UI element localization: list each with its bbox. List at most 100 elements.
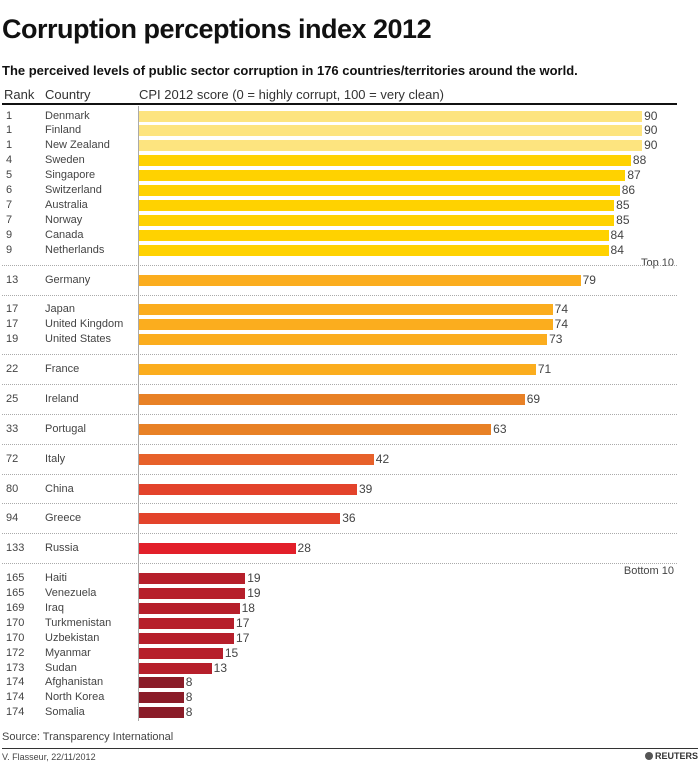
group-separator xyxy=(2,294,677,296)
table-row: 170 Uzbekistan 17 xyxy=(0,631,700,646)
score-bar xyxy=(139,453,374,465)
score-label: 17 xyxy=(236,615,250,630)
country-label: United Kingdom xyxy=(45,318,124,331)
score-header: CPI 2012 score (0 = highly corrupt, 100 … xyxy=(139,87,444,102)
footer-rule xyxy=(2,748,698,749)
table-row: 170 Turkmenistan 17 xyxy=(0,616,700,631)
rank-label: 169 xyxy=(6,601,25,614)
country-label: Finland xyxy=(45,124,82,137)
group-separator xyxy=(2,354,677,356)
reuters-logo-icon xyxy=(644,752,653,760)
score-label: 71 xyxy=(537,362,552,377)
table-row: 174 Afghanistan 8 xyxy=(0,675,700,690)
score-bar xyxy=(139,602,240,614)
score-bar xyxy=(139,214,615,226)
country-label: North Korea xyxy=(45,691,105,704)
table-row: 173 Sudan 13 xyxy=(0,661,700,676)
rank-label: 4 xyxy=(6,154,13,167)
rank-label: 94 xyxy=(6,512,19,525)
table-row: 1 Finland 90 xyxy=(0,123,700,138)
country-label: Australia xyxy=(45,199,88,212)
credit: V. Flasseur, 22/11/2012 xyxy=(2,752,96,762)
score-bar xyxy=(139,364,536,376)
country-label: Portugal xyxy=(45,422,86,435)
rank-label: 6 xyxy=(6,184,13,197)
table-row: 5 Singapore 87 xyxy=(0,168,700,183)
country-label: Singapore xyxy=(45,169,96,182)
table-row: 33 Portugal 63 xyxy=(0,422,700,437)
score-bar xyxy=(139,140,643,152)
country-label: New Zealand xyxy=(45,139,110,152)
score-bar xyxy=(139,692,184,704)
table-row: 13 Germany 79 xyxy=(0,273,700,288)
group-label-top: Top 10 xyxy=(640,256,674,269)
rank-label: 72 xyxy=(6,452,19,465)
score-label: 79 xyxy=(582,272,596,287)
score-label: 18 xyxy=(241,600,255,615)
score-label: 69 xyxy=(526,391,541,406)
score-label: 42 xyxy=(375,451,390,466)
score-bar xyxy=(139,632,235,644)
score-bar xyxy=(139,200,615,212)
country-label: Myanmar xyxy=(45,646,91,659)
score-bar xyxy=(139,647,223,659)
score-bar xyxy=(139,483,357,495)
rank-label: 9 xyxy=(6,228,13,241)
table-row: 165 Haiti 19 xyxy=(0,571,700,586)
score-label: 15 xyxy=(224,645,239,660)
country-label: Iraq xyxy=(45,601,64,614)
score-label: 74 xyxy=(554,317,569,332)
score-bar xyxy=(139,244,609,256)
score-label: 8 xyxy=(185,705,193,720)
rank-label: 170 xyxy=(6,631,25,644)
score-bar xyxy=(139,155,631,167)
header-rule xyxy=(2,103,677,105)
score-bar xyxy=(139,543,296,555)
score-label: 19 xyxy=(247,571,261,586)
group-separator xyxy=(2,533,677,535)
rank-label: 1 xyxy=(6,124,13,137)
rank-label: 172 xyxy=(6,646,25,659)
rank-label: 19 xyxy=(6,333,19,346)
score-bar xyxy=(139,170,626,182)
rank-label: 9 xyxy=(6,243,13,256)
score-bar xyxy=(139,617,235,629)
country-label: Haiti xyxy=(45,572,68,585)
rank-header: Rank xyxy=(4,87,35,102)
score-bar xyxy=(139,125,643,137)
score-bar xyxy=(139,110,643,122)
group-separator xyxy=(2,503,677,505)
rank-label: 7 xyxy=(6,199,13,212)
table-row: 17 United Kingdom 74 xyxy=(0,317,700,332)
country-label: Sweden xyxy=(45,154,85,167)
country-label: Denmark xyxy=(45,109,90,122)
score-bar xyxy=(139,423,492,435)
rank-label: 165 xyxy=(6,572,25,585)
score-bar xyxy=(139,513,341,525)
rank-label: 173 xyxy=(6,661,25,674)
table-row: 19 United States 73 xyxy=(0,332,700,347)
score-bar xyxy=(139,274,581,286)
group-separator xyxy=(2,264,677,266)
table-row: 9 Netherlands 84 xyxy=(0,243,700,258)
score-label: 84 xyxy=(610,227,624,242)
country-label: Russia xyxy=(45,542,79,555)
country-label: Switzerland xyxy=(45,184,102,197)
country-label: Sudan xyxy=(45,661,77,674)
table-row: 80 China 39 xyxy=(0,482,700,497)
rank-label: 17 xyxy=(6,318,19,331)
rank-label: 17 xyxy=(6,303,19,316)
table-row: 4 Sweden 88 xyxy=(0,153,700,168)
score-bar xyxy=(139,304,553,316)
score-bar xyxy=(139,587,246,599)
chart-subtitle: The perceived levels of public sector co… xyxy=(2,63,578,78)
table-row: 6 Switzerland 86 xyxy=(0,183,700,198)
table-row: 1 New Zealand 90 xyxy=(0,138,700,153)
score-label: 8 xyxy=(185,675,193,690)
score-label: 13 xyxy=(213,660,228,675)
country-label: Ireland xyxy=(45,392,79,405)
group-separator xyxy=(2,443,677,445)
reuters-logo: REUTERS xyxy=(644,751,698,761)
rank-label: 1 xyxy=(6,109,13,122)
